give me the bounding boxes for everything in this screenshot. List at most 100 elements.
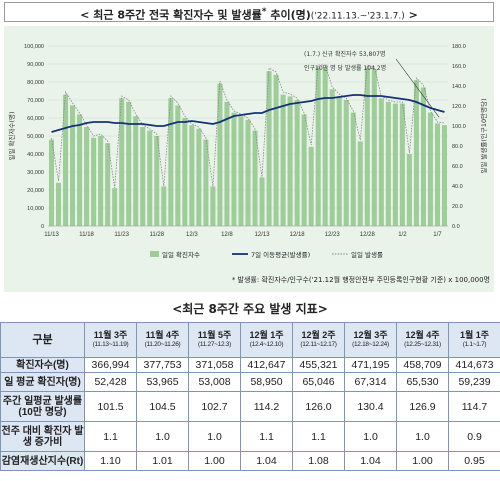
daily-cases-bar bbox=[175, 105, 181, 226]
daily-cases-bar bbox=[399, 103, 405, 226]
x-tick-label: 12/13 bbox=[255, 232, 271, 238]
table-cell: 366,994 bbox=[84, 357, 137, 373]
row-label: 확진자수(명) bbox=[0, 357, 85, 373]
daily-cases-bar bbox=[203, 139, 209, 226]
table-cell: 455,321 bbox=[292, 357, 345, 373]
daily-cases-bar bbox=[280, 94, 286, 226]
daily-cases-bar bbox=[385, 101, 391, 226]
daily-cases-bar bbox=[217, 83, 223, 226]
x-tick-label: 1/7 bbox=[433, 232, 442, 238]
left-tick-label: 0 bbox=[41, 224, 44, 230]
right-tick-label: 120.0 bbox=[452, 104, 466, 110]
daily-cases-bar bbox=[56, 182, 62, 226]
x-tick-label: 12/18 bbox=[290, 232, 306, 238]
daily-cases-bar bbox=[378, 98, 384, 226]
table-cell: 53,008 bbox=[188, 372, 241, 392]
table-row: 일 평균 확진자(명) 52,428 53,965 53,008 58,950 … bbox=[0, 372, 500, 392]
daily-cases-bar bbox=[119, 98, 125, 226]
right-tick-label: 160.0 bbox=[452, 64, 466, 70]
daily-cases-bar bbox=[147, 130, 153, 226]
left-tick-label: 100,000 bbox=[24, 44, 44, 50]
daily-cases-bar bbox=[294, 100, 300, 226]
week-label: 12월 3주 bbox=[353, 330, 388, 340]
daily-cases-bar bbox=[364, 67, 370, 226]
left-tick-label: 50,000 bbox=[27, 134, 44, 140]
right-axis-label: 일일 발생률(인구10만명당) bbox=[479, 98, 488, 173]
week-header: 12월 4주 (12.25~12.31) bbox=[396, 322, 449, 358]
left-tick-label: 20,000 bbox=[27, 188, 44, 194]
daily-cases-bar bbox=[315, 67, 321, 226]
week-label: 1월 1주 bbox=[459, 330, 490, 340]
table-cell: 1.04 bbox=[240, 451, 293, 471]
table-cell: 59,239 bbox=[448, 372, 500, 392]
table-cell: 126.0 bbox=[292, 391, 345, 422]
row-label: 일 평균 확진자(명) bbox=[0, 372, 85, 392]
daily-cases-bar bbox=[133, 116, 139, 226]
daily-cases-bar bbox=[210, 186, 216, 226]
daily-cases-bar bbox=[98, 136, 104, 226]
week-range: (1.1~1.7) bbox=[462, 341, 487, 348]
chart-title-range: ('22.11.13.~'23.1.7.) bbox=[310, 11, 405, 22]
x-tick-label: 11/28 bbox=[149, 232, 164, 238]
daily-cases-bar bbox=[357, 141, 363, 226]
daily-cases-bar bbox=[273, 74, 279, 226]
legend-ma-label: 7일 이동평균(발생률) bbox=[251, 250, 310, 259]
week-label: 11월 4주 bbox=[145, 330, 180, 340]
table-cell: 52,428 bbox=[84, 372, 137, 392]
daily-cases-bar bbox=[84, 127, 90, 226]
x-tick-label: 12/28 bbox=[360, 232, 376, 238]
daily-cases-bar bbox=[266, 71, 272, 226]
x-tick-label: 12/8 bbox=[221, 232, 233, 238]
table-cell: 101.5 bbox=[84, 391, 137, 422]
table-cell: 371,058 bbox=[188, 357, 241, 373]
daily-cases-bar bbox=[70, 105, 76, 226]
table-cell: 1.0 bbox=[344, 421, 397, 452]
table-cell: 114.2 bbox=[240, 391, 293, 422]
daily-cases-bar bbox=[301, 114, 307, 226]
daily-cases-bar bbox=[329, 89, 335, 226]
daily-cases-bar bbox=[427, 112, 433, 226]
daily-cases-bar bbox=[112, 188, 118, 226]
table-cell: 0.95 bbox=[448, 451, 500, 471]
table-cell: 65,530 bbox=[396, 372, 449, 392]
week-header: 12월 3주 (12.18~12.24) bbox=[344, 322, 397, 358]
table-cell: 102.7 bbox=[188, 391, 241, 422]
table-cell: 377,753 bbox=[136, 357, 189, 373]
table-cell: 1.0 bbox=[188, 421, 241, 452]
week-range: (11.20~11.26) bbox=[144, 341, 181, 348]
annotation-pointer bbox=[395, 58, 440, 118]
daily-cases-bar bbox=[189, 125, 195, 226]
table-cell: 471,195 bbox=[344, 357, 397, 373]
daily-rate-line bbox=[51, 64, 445, 189]
week-label: 12월 1주 bbox=[249, 330, 284, 340]
right-tick-label: 60.0 bbox=[452, 164, 463, 170]
week-label: 12월 2주 bbox=[301, 330, 336, 340]
moving-average-line bbox=[51, 94, 445, 133]
table-row: 확진자수(명) 366,994 377,753 371,058 412,647 … bbox=[0, 357, 500, 373]
daily-cases-bar bbox=[182, 118, 188, 226]
right-tick-label: 100.0 bbox=[452, 124, 466, 130]
table-cell: 1.1 bbox=[240, 421, 293, 452]
daily-cases-bar bbox=[238, 116, 244, 226]
daily-cases-bar bbox=[259, 177, 265, 226]
table-cell: 1.10 bbox=[84, 451, 137, 471]
table-section-title: <최근 8주간 주요 발생 지표> bbox=[172, 302, 328, 316]
daily-cases-bar bbox=[245, 119, 251, 226]
right-tick-label: 140.0 bbox=[452, 84, 466, 90]
legend-rate-label: 일일 발생률 bbox=[351, 250, 383, 259]
daily-cases-bar bbox=[350, 112, 356, 226]
right-tick-label: 20.0 bbox=[452, 204, 463, 210]
week-range: (12.18~12.24) bbox=[352, 341, 389, 348]
week-range: (12.25~12.31) bbox=[404, 341, 441, 348]
daily-cases-bar bbox=[413, 80, 419, 226]
chart-title: < 최근 8주간 전국 확진자수 및 발생률* 추이(명)('22.11.13.… bbox=[4, 2, 494, 22]
week-header: 12월 1주 (12.4~12.10) bbox=[240, 322, 293, 358]
week-header: 11월 3주 (11.13~11.19) bbox=[84, 322, 137, 358]
table-cell: 104.5 bbox=[136, 391, 189, 422]
table-cell: 65,046 bbox=[292, 372, 345, 392]
daily-cases-bar bbox=[140, 127, 146, 226]
indicator-table: 구분 11월 3주 (11.13~11.19) 11월 4주 (11.20~11.2… bbox=[0, 322, 500, 471]
table-cell: 1.08 bbox=[292, 451, 345, 471]
x-tick-label: 11/18 bbox=[79, 232, 94, 238]
left-axis-label: 일일 확진자수(명) bbox=[7, 112, 16, 161]
